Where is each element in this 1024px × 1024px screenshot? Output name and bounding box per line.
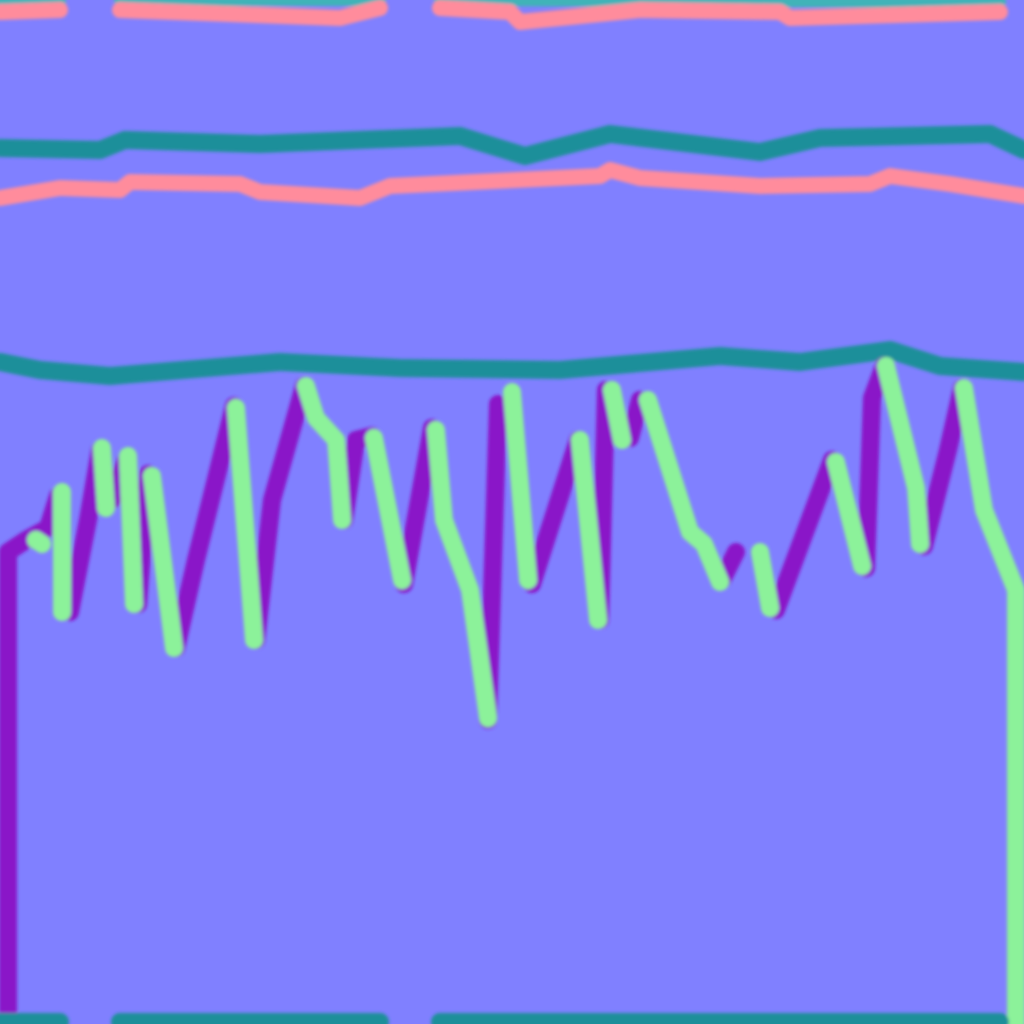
waveform-right-faces [27,357,1024,1024]
upper-ridge-top [0,125,1024,165]
top-strip-pink [0,0,1008,30]
waveform-left-faces [0,357,971,1024]
middle-ridge [0,341,1024,385]
upper-ridge-bottom [0,162,1024,206]
top-strip-teal [0,0,1006,8]
